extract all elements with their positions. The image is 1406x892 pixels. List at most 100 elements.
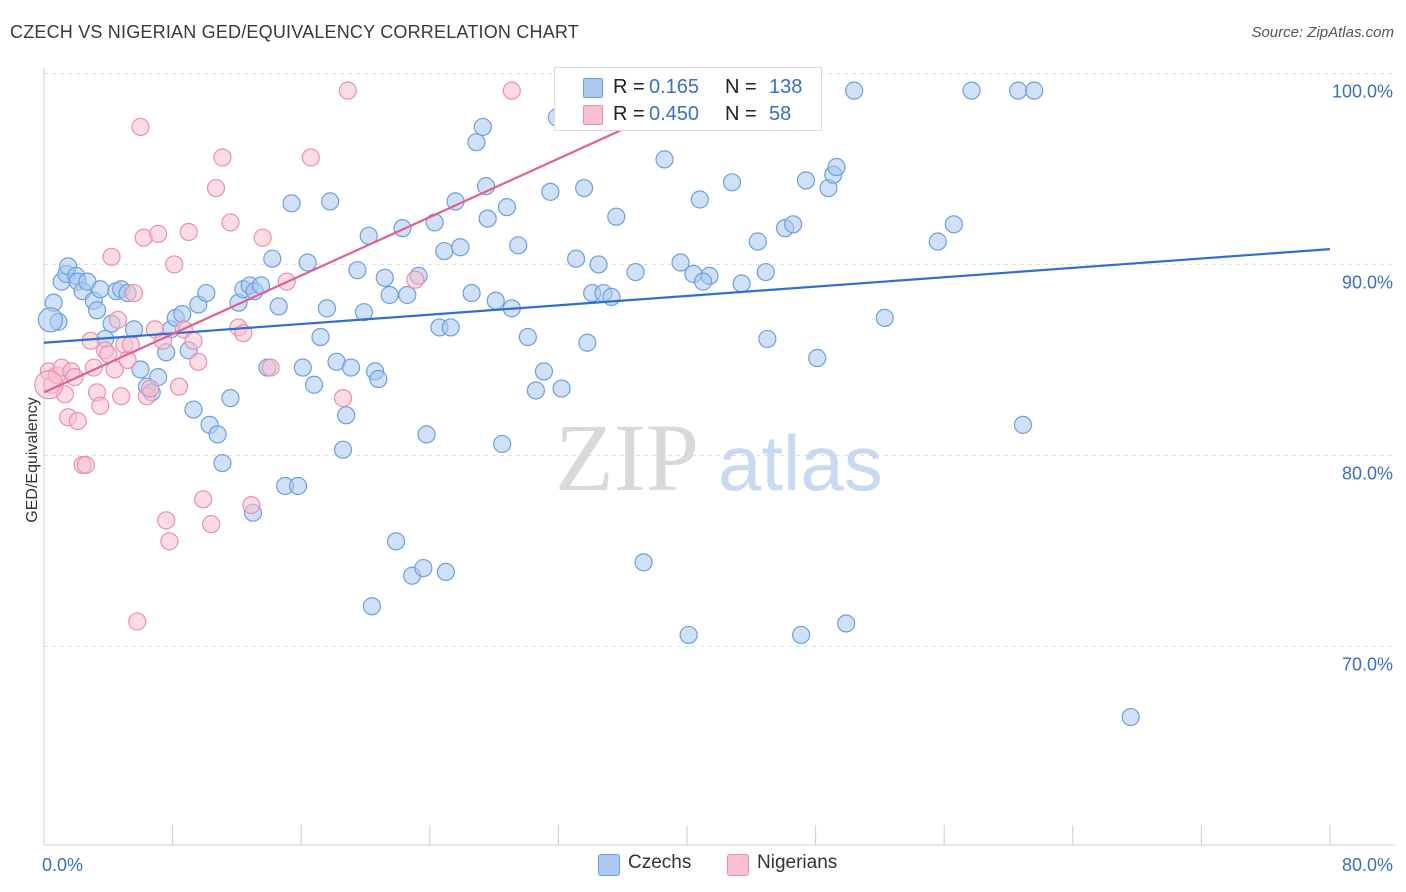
- czech-point: [497, 198, 517, 217]
- czech-point: [288, 476, 308, 496]
- czech-point: [748, 232, 767, 251]
- czech-point: [486, 291, 505, 310]
- czech-point: [655, 150, 674, 169]
- gridlines: [44, 72, 1395, 647]
- czech-point: [756, 262, 775, 282]
- legend-r-label: R =: [613, 76, 645, 98]
- czech-point: [783, 215, 803, 234]
- czech-point: [311, 327, 330, 347]
- czech-point: [304, 375, 324, 394]
- czech-point: [478, 209, 497, 228]
- trend-lines: [43, 99, 1331, 394]
- nigerian-legend-swatch: [727, 854, 749, 876]
- nigerian-point: [194, 490, 213, 509]
- czech-point: [732, 274, 751, 293]
- czech-point: [131, 360, 150, 379]
- czech-point: [693, 272, 713, 291]
- czech-point: [354, 303, 373, 322]
- czech-point: [1009, 81, 1028, 100]
- czech-point: [944, 215, 963, 234]
- nigerian-point: [65, 368, 84, 387]
- czech-point: [348, 261, 367, 280]
- czech-point: [341, 358, 361, 377]
- nigerian-point: [179, 222, 198, 242]
- series-legend: Czechs Nigerians: [0, 852, 1406, 878]
- czech-point: [845, 81, 864, 100]
- nigerian-point: [333, 389, 353, 408]
- czech-point: [91, 280, 110, 299]
- y-tick-label: 80.0%: [1342, 464, 1393, 484]
- czech-point: [827, 157, 846, 177]
- czech-point: [298, 253, 317, 272]
- czech-point: [317, 299, 337, 318]
- nigerian-point: [169, 377, 189, 396]
- nigerian-point: [221, 213, 240, 232]
- nigerian-point: [124, 283, 144, 303]
- nigerian-point: [261, 358, 280, 377]
- czech-point: [208, 425, 227, 444]
- czech-point: [87, 301, 107, 320]
- nigerian-point: [140, 379, 160, 398]
- czech-point: [626, 262, 645, 282]
- nigerian-point: [184, 331, 203, 350]
- czech-point: [566, 249, 586, 268]
- axes: [43, 68, 1395, 846]
- nigerian-point: [202, 515, 221, 534]
- czech-swatch: [583, 78, 603, 98]
- czech-trend-line: [43, 248, 1331, 344]
- legend-row-nigerian: R = 0.450 N = 58: [555, 101, 821, 129]
- czech-point: [375, 268, 394, 287]
- czech-point: [337, 406, 356, 425]
- czech-point: [417, 425, 436, 444]
- czech-point: [386, 532, 406, 551]
- czech-point: [837, 614, 856, 633]
- czech-point: [552, 379, 571, 398]
- czech-point: [398, 285, 417, 305]
- czech-point: [679, 625, 698, 645]
- czech-point: [462, 283, 481, 303]
- nigerian-trend-line: [43, 99, 688, 394]
- czech-point: [526, 381, 545, 400]
- legend-label-czechs: Czechs: [628, 852, 692, 873]
- nigerian-point: [128, 612, 147, 631]
- nigerian-point: [131, 117, 150, 137]
- nigerian-point: [91, 396, 110, 415]
- czech-point: [173, 304, 192, 324]
- nigerian-point: [165, 255, 184, 274]
- source-credit: Source: ZipAtlas.com: [1251, 24, 1394, 41]
- czech-point: [962, 81, 981, 100]
- czech-point: [333, 440, 353, 459]
- czech-point: [369, 369, 388, 389]
- czech-point: [792, 625, 811, 645]
- czech-point: [473, 117, 492, 137]
- czech-point: [435, 241, 454, 261]
- watermark-zip: ZIP: [555, 404, 699, 511]
- nigerian-point: [189, 352, 208, 371]
- nigerian-point: [206, 178, 226, 198]
- czech-point: [213, 453, 232, 473]
- czech-point: [282, 194, 301, 213]
- czech-point: [509, 236, 528, 255]
- nigerian-point: [301, 148, 320, 167]
- nigerian-swatch: [583, 105, 603, 125]
- legend-row-czech: R = 0.165 N = 138: [555, 74, 821, 102]
- czech-point: [634, 553, 653, 572]
- czech-point: [362, 597, 382, 616]
- czech-point: [493, 434, 512, 454]
- czech-point: [796, 171, 816, 190]
- czech-point: [1025, 81, 1044, 100]
- nigerian-point: [149, 224, 168, 243]
- czech-point: [722, 173, 742, 192]
- czech-point: [690, 190, 709, 209]
- nigerian-points: [34, 81, 642, 631]
- legend-n-label: N =: [725, 76, 757, 98]
- watermark-atlas: atlas: [718, 419, 883, 507]
- legend-r-value: 0.450: [649, 103, 700, 125]
- nigerian-point: [406, 270, 425, 289]
- legend-n-value: 58: [769, 103, 792, 125]
- nigerian-point: [253, 228, 272, 247]
- czech-point: [37, 307, 64, 333]
- legend-r-value: 0.165: [649, 76, 700, 98]
- czech-point: [875, 308, 894, 328]
